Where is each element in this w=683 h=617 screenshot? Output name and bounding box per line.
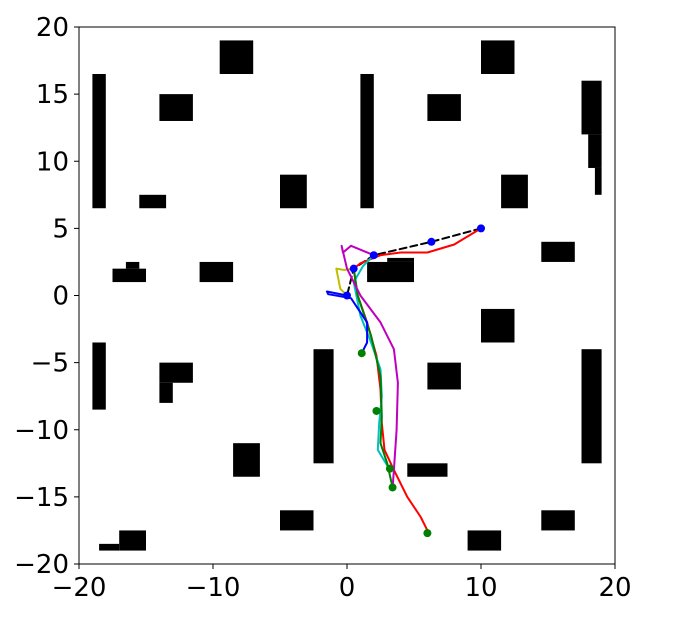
obstacle-0 [92,73,106,209]
trajectory-line-3 [352,267,394,489]
obstacle-8 [594,167,602,195]
obstacle-30 [119,530,146,551]
obstacle-27 [280,510,314,531]
obstacle-11 [501,174,528,209]
obstacle-7 [588,134,602,168]
obstacle-5 [481,40,515,74]
waypoint-marker-0 [477,224,485,233]
obstacle-26 [407,463,448,477]
obstacle-25 [233,443,260,477]
waypoint-marker-9 [423,529,432,538]
x-tick-label-1: −10 [186,573,241,603]
y-tick-label-5: 5 [52,214,69,244]
waypoint-marker-4 [343,291,351,300]
obstacle-20 [159,362,193,383]
obstacle-3 [360,73,374,209]
x-tick-label-0: −20 [52,573,107,603]
y-tick-label-0: −20 [14,550,69,580]
y-axis: −20 −15 −10 −5 0 5 10 15 20 [14,13,79,580]
obstacle-19 [92,342,106,410]
obstacle-17 [387,257,414,262]
obstacle-21 [159,382,173,403]
obstacle-9 [280,174,307,209]
obstacle-2 [159,94,193,121]
y-tick-label-6: 10 [36,147,69,177]
obstacle-12 [541,241,575,262]
obstacle-15 [199,261,234,283]
obstacle-29 [467,530,502,551]
obstacle-31 [99,543,120,551]
trajectory-line-6 [340,244,399,489]
waypoint-marker-2 [369,251,378,260]
x-tick-label-3: 10 [464,573,497,603]
obstacle-6 [581,80,602,135]
marker-layer [343,224,485,538]
obstacle-16 [367,261,414,283]
y-tick-label-8: 20 [36,13,69,43]
waypoint-marker-5 [357,349,366,358]
waypoint-marker-6 [372,406,381,415]
obstacle-18 [481,308,515,343]
obstacle-1 [219,40,254,74]
x-tick-label-2: 0 [339,573,356,603]
obstacle-22 [313,349,334,464]
y-tick-label-1: −15 [14,483,69,513]
x-tick-label-4: 20 [598,573,631,603]
obstacle-10 [139,194,167,209]
y-tick-label-7: 15 [36,80,69,110]
waypoint-marker-3 [349,264,358,273]
y-tick-label-4: 0 [52,282,69,312]
obstacle-layer [92,40,602,551]
y-tick-label-2: −10 [14,416,69,446]
obstacle-14 [125,261,140,269]
obstacle-28 [541,510,575,531]
obstacle-24 [581,349,602,464]
waypoint-marker-8 [388,483,397,492]
obstacle-13 [112,268,146,283]
y-tick-label-3: −5 [31,349,69,379]
obstacle-4 [427,94,461,121]
waypoint-marker-7 [385,464,394,473]
waypoint-marker-1 [427,237,436,246]
trajectory-line-5 [325,290,369,355]
trajectory-layer [325,227,482,532]
obstacle-23 [427,362,461,390]
x-axis: −20 −10 0 10 20 [52,564,632,603]
